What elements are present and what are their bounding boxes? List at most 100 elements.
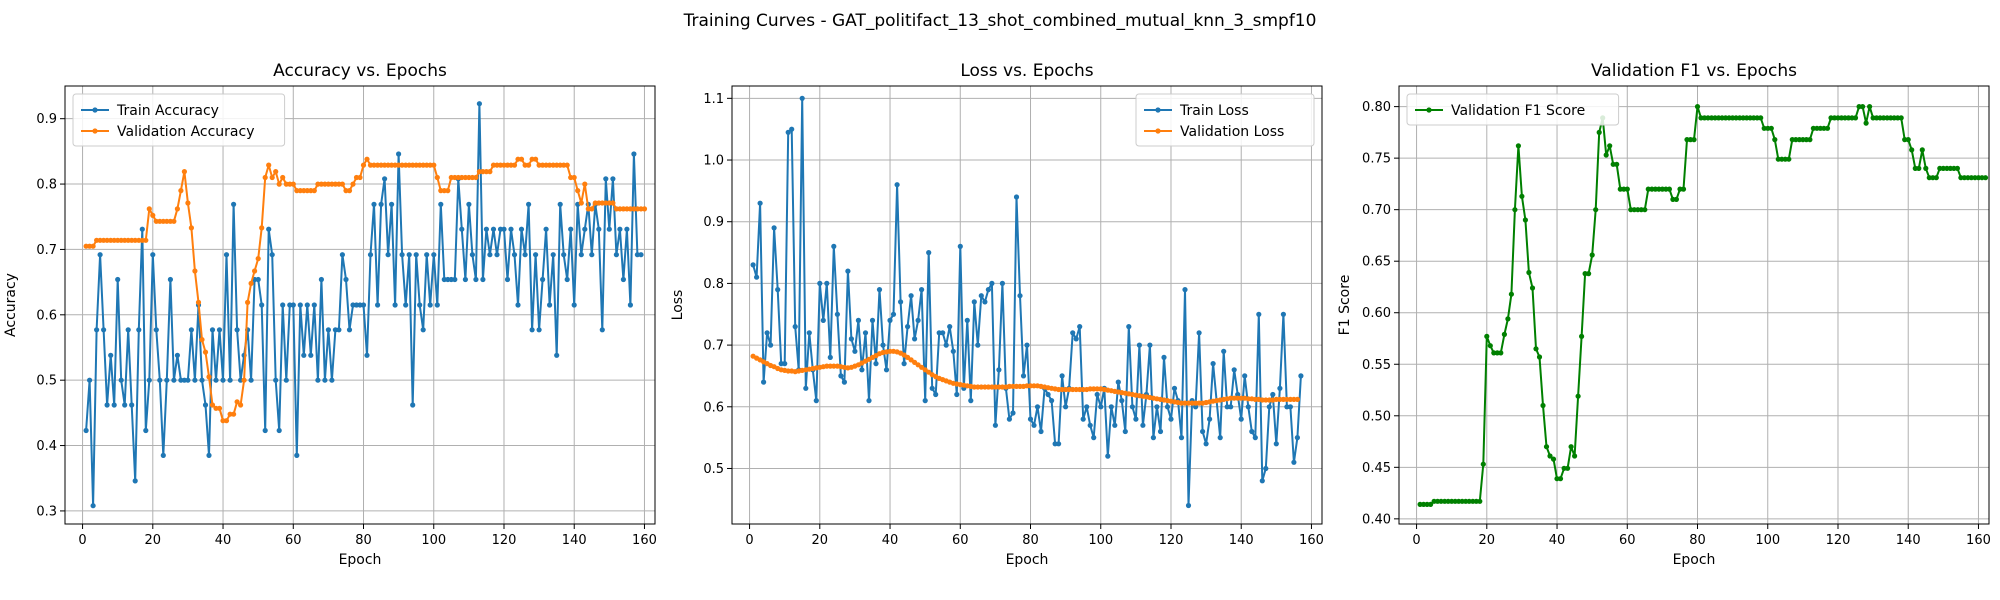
axes-frame <box>1398 85 1990 525</box>
data-point <box>912 336 918 342</box>
x-tick-label: 20 <box>145 533 162 548</box>
chart-panels: 0 20 40 60 80 100 120 140 1600.30.40.50.60.70.80… <box>3 61 1991 568</box>
data-point <box>1249 428 1255 435</box>
x-tick-label: 60 <box>952 533 969 548</box>
data-point <box>880 342 886 348</box>
legend-entry: Validation F1 Score <box>1451 103 1585 119</box>
data-point <box>420 327 426 333</box>
data-point <box>150 212 156 218</box>
data-point <box>1642 207 1648 213</box>
data-point <box>971 299 977 305</box>
chart-panel-3: 0 20 40 60 80 100 120 140 160 0.40 0.45 0.50 0.55 0.6… <box>1337 61 1991 568</box>
x-tick-label: 120 <box>1159 533 1184 548</box>
data-point <box>1185 400 1192 406</box>
data-point <box>311 302 317 308</box>
x-tick-label: 80 <box>1022 533 1039 548</box>
data-point <box>1066 386 1072 393</box>
data-point <box>459 226 465 232</box>
data-point <box>171 218 177 224</box>
data-point <box>424 252 430 258</box>
x-tick-label: 100 <box>1088 533 1113 548</box>
y-axis-label: F1 Score <box>1337 275 1353 336</box>
data-point <box>641 206 648 212</box>
data-point <box>1164 404 1171 410</box>
series-markers-1 <box>750 95 1304 509</box>
x-tick-label: 120 <box>492 533 517 548</box>
data-point <box>1133 416 1139 422</box>
data-point <box>866 398 872 404</box>
data-point <box>462 276 468 283</box>
data-point <box>490 226 497 232</box>
data-point <box>1277 385 1283 391</box>
data-point <box>364 352 370 358</box>
data-point <box>799 95 805 101</box>
data-point <box>1543 444 1550 450</box>
data-point <box>1487 343 1493 349</box>
data-point <box>1049 398 1055 404</box>
axes-frame <box>731 85 1323 525</box>
data-point <box>216 327 223 333</box>
data-point <box>308 352 314 358</box>
data-point <box>1034 404 1041 410</box>
data-point <box>926 250 932 256</box>
data-point <box>87 377 93 383</box>
data-point <box>789 126 795 132</box>
data-point <box>841 379 848 385</box>
x-tick-label: 60 <box>1619 533 1636 548</box>
data-point <box>1586 271 1592 277</box>
data-point <box>385 252 391 258</box>
data-point <box>248 280 254 286</box>
data-point <box>195 299 202 305</box>
x-tick-label: 40 <box>882 533 899 548</box>
data-point <box>473 276 479 283</box>
data-point <box>1266 404 1272 410</box>
legend-entry: Validation Loss <box>1180 124 1284 140</box>
data-point <box>848 336 855 342</box>
data-point <box>613 252 620 258</box>
data-point <box>1526 269 1532 276</box>
data-point <box>1287 404 1293 410</box>
series-markers-2 <box>83 156 648 424</box>
data-point <box>898 299 904 305</box>
data-point <box>575 188 581 194</box>
data-point <box>1147 342 1153 348</box>
data-point <box>209 327 216 333</box>
data-point <box>989 280 995 286</box>
data-point <box>1505 316 1511 322</box>
data-point <box>568 226 574 232</box>
data-point <box>1252 435 1258 441</box>
data-point <box>269 252 275 258</box>
data-point <box>1733 115 1739 121</box>
data-point <box>174 206 180 212</box>
data-point <box>280 302 286 308</box>
data-point <box>634 206 641 212</box>
x-tick-label: 140 <box>1229 533 1254 548</box>
data-point <box>167 276 173 283</box>
data-point <box>806 330 812 336</box>
data-point <box>1568 444 1574 450</box>
data-point <box>957 243 963 249</box>
data-point <box>192 377 198 383</box>
data-point <box>1182 287 1188 293</box>
data-point <box>371 201 377 207</box>
x-tick-label: 160 <box>632 533 657 548</box>
data-point <box>262 427 268 434</box>
data-point <box>820 317 826 323</box>
data-point <box>1231 367 1237 373</box>
data-point <box>252 268 258 274</box>
data-point <box>132 237 138 243</box>
data-point <box>280 174 286 181</box>
data-point <box>1860 104 1866 110</box>
data-point <box>1091 435 1097 441</box>
data-point <box>146 377 152 383</box>
data-point <box>1477 498 1483 504</box>
data-point <box>202 349 209 355</box>
data-point <box>273 169 279 175</box>
data-point <box>606 226 612 232</box>
data-point <box>1108 404 1114 410</box>
data-point <box>160 452 166 458</box>
data-point <box>554 352 560 358</box>
data-point <box>1786 156 1792 162</box>
data-point <box>992 422 999 428</box>
